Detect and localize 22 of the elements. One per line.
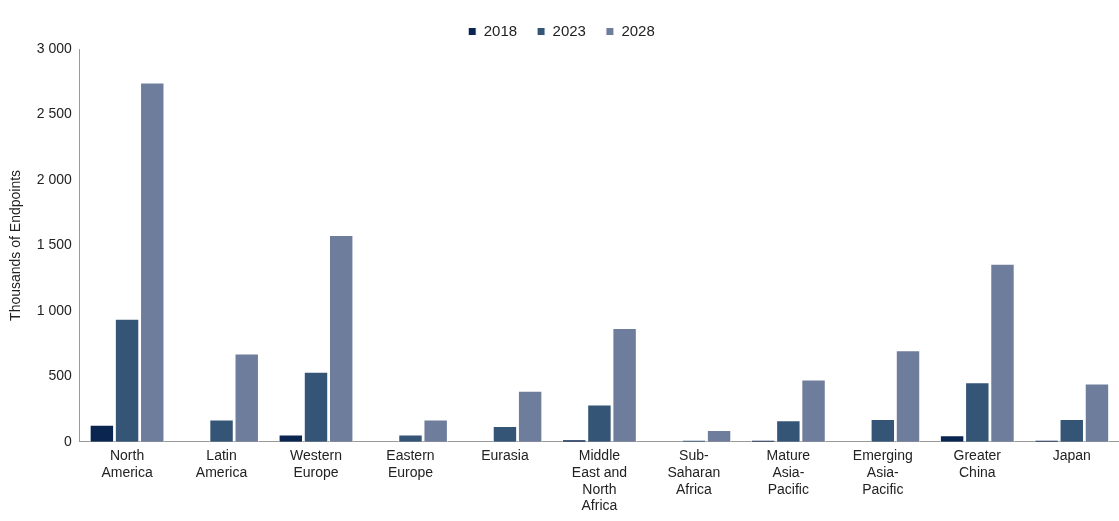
x-tick-label: Greater China (953, 447, 1002, 480)
y-tick-label: 1 500 (36, 236, 73, 253)
x-tick-label: Japan (1052, 447, 1091, 464)
legend-label: 2023 (552, 21, 586, 39)
y-axis-title: Thousands of Endpoints (7, 169, 24, 321)
x-tick-label: Eurasia (481, 447, 529, 464)
y-tick-label: 3 000 (36, 39, 73, 56)
legend-label: 2018 (483, 21, 518, 39)
x-tick-label: Eastern Europe (386, 447, 435, 480)
legend-label: 2028 (621, 21, 655, 39)
x-tick-label: Emerging Asia-Pacific (852, 447, 913, 497)
y-tick-label: 1 000 (36, 301, 73, 318)
y-tick-label: 2 000 (36, 170, 73, 187)
x-tick-label: North America (101, 447, 153, 480)
x-tick-label: Sub-Saharan Africa (667, 447, 721, 497)
y-tick-label: 500 (48, 367, 73, 384)
x-tick-label: Mature Asia-Pacific (766, 447, 811, 497)
x-tick-label: Western Europe (290, 447, 342, 480)
x-tick-label: Middle East and North Africa (571, 447, 628, 514)
y-tick-label: 0 (64, 432, 73, 449)
y-tick-label: 2 500 (36, 105, 73, 122)
x-tick-label: Latin America (195, 447, 248, 480)
